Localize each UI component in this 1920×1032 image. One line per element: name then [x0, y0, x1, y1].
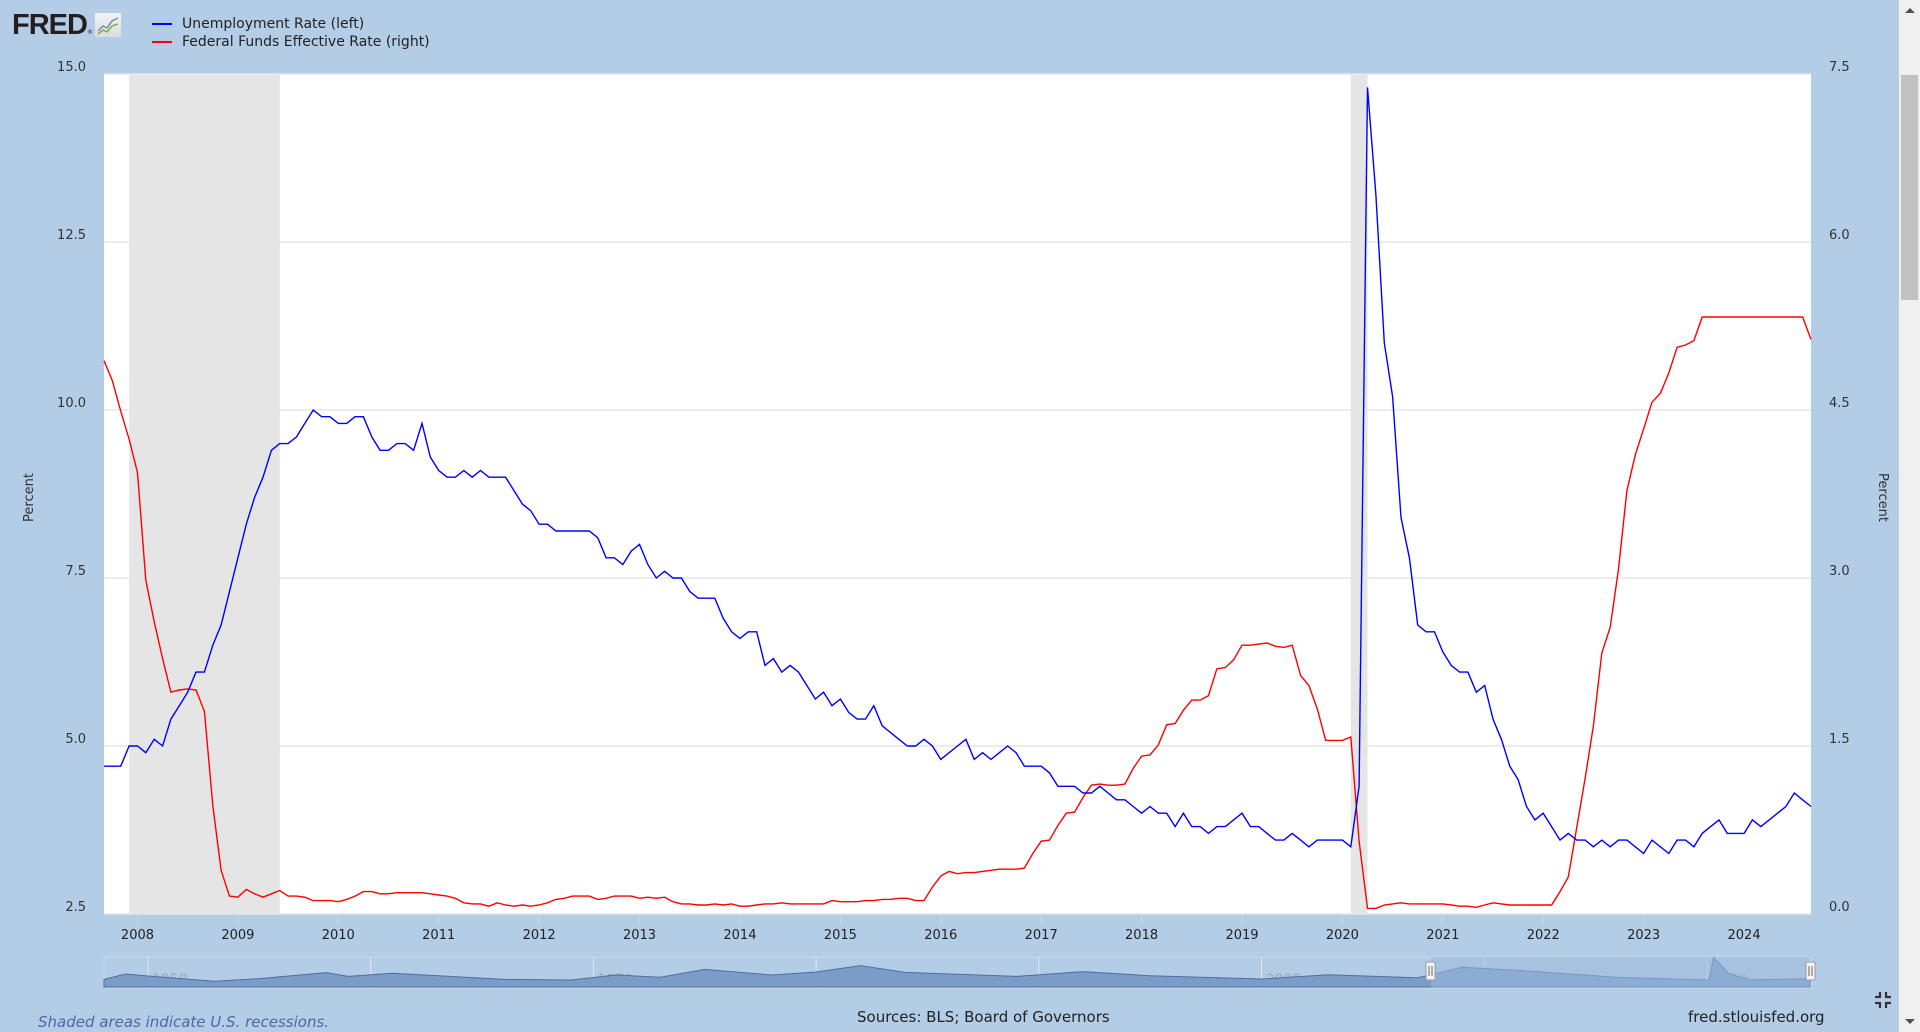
scroll-down-arrow-icon[interactable]	[1905, 1019, 1915, 1024]
recession-note: Shaded areas indicate U.S. recessions.	[38, 1013, 330, 1031]
recession-bands	[129, 74, 1368, 914]
legend-item-unrate[interactable]: Unemployment Rate (left)	[152, 15, 430, 33]
legend-swatch-red	[152, 41, 172, 43]
fred-logo[interactable]: FRED ®	[12, 9, 121, 41]
scrollbar-thumb[interactable]	[1901, 75, 1918, 300]
navigator-selection[interactable]	[1431, 957, 1810, 988]
x-tick-label: 2023	[1627, 928, 1660, 943]
x-axis-ticks: 2008 2009 2010 2011 2012 2013 2014 2015 2016 2017…	[121, 914, 1761, 943]
chart-svg[interactable]: 15.0 12.5 10.0 7.5 5.0 2.5 7.5 6.0 4.5 3.0 1.5 0.0…	[0, 0, 1899, 1000]
left-tick-label: 12.5	[57, 228, 86, 243]
right-tick-label: 1.5	[1829, 732, 1850, 747]
plot-area	[104, 74, 1811, 914]
left-axis-ticks: 15.0 12.5 10.0 7.5 5.0 2.5	[57, 60, 86, 915]
sources-text: Sources: BLS; Board of Governors	[857, 1008, 1110, 1026]
left-tick-label: 15.0	[57, 60, 86, 75]
right-tick-label: 6.0	[1829, 228, 1850, 243]
x-tick-label: 2020	[1326, 928, 1359, 943]
x-tick-label: 2011	[422, 928, 455, 943]
x-tick-label: 2015	[824, 928, 857, 943]
range-navigator[interactable]: 19501960197019801990200020102020	[103, 956, 1816, 989]
right-tick-label: 0.0	[1829, 900, 1850, 915]
x-tick-label: 2009	[221, 928, 254, 943]
chart-legend: Unemployment Rate (left) Federal Funds E…	[152, 15, 430, 51]
x-tick-label: 2016	[924, 928, 957, 943]
x-tick-label: 2013	[623, 928, 656, 943]
x-tick-label: 2012	[523, 928, 556, 943]
legend-label: Federal Funds Effective Rate (right)	[182, 34, 430, 50]
right-tick-label: 4.5	[1829, 396, 1850, 411]
left-tick-label: 2.5	[65, 900, 86, 915]
recession-band	[129, 74, 280, 914]
scroll-up-arrow-icon[interactable]	[1905, 8, 1915, 13]
navigator-right-handle[interactable]	[1805, 961, 1816, 981]
x-tick-label: 2017	[1025, 928, 1058, 943]
legend-swatch-blue	[152, 23, 172, 25]
unrate-line[interactable]	[104, 87, 1812, 855]
chart-badge-icon	[94, 13, 121, 37]
left-tick-label: 10.0	[57, 396, 86, 411]
right-axis-ticks: 7.5 6.0 4.5 3.0 1.5 0.0	[1829, 60, 1850, 915]
x-tick-label: 2014	[723, 928, 756, 943]
vertical-scrollbar[interactable]	[1899, 0, 1920, 1032]
x-tick-label: 2018	[1125, 928, 1158, 943]
x-tick-label: 2024	[1728, 928, 1761, 943]
x-tick-label: 2008	[121, 928, 154, 943]
logo-text: FRED	[12, 9, 88, 41]
fred-url-link[interactable]: fred.stlouisfed.org	[1688, 1008, 1825, 1026]
legend-label: Unemployment Rate (left)	[182, 16, 365, 32]
recession-band	[1350, 74, 1368, 914]
right-tick-label: 3.0	[1829, 564, 1850, 579]
x-tick-label: 2010	[322, 928, 355, 943]
navigator-left-handle[interactable]	[1425, 961, 1436, 981]
right-tick-label: 7.5	[1829, 60, 1850, 75]
exit-fullscreen-icon[interactable]	[1874, 991, 1892, 1009]
x-tick-label: 2022	[1527, 928, 1560, 943]
left-tick-label: 7.5	[65, 564, 86, 579]
fedfunds-line[interactable]	[103, 316, 1812, 910]
registered-mark: ®	[86, 29, 93, 36]
left-tick-label: 5.0	[65, 732, 86, 747]
legend-item-fedfunds[interactable]: Federal Funds Effective Rate (right)	[152, 33, 430, 51]
x-tick-label: 2019	[1225, 928, 1258, 943]
x-tick-label: 2021	[1426, 928, 1459, 943]
